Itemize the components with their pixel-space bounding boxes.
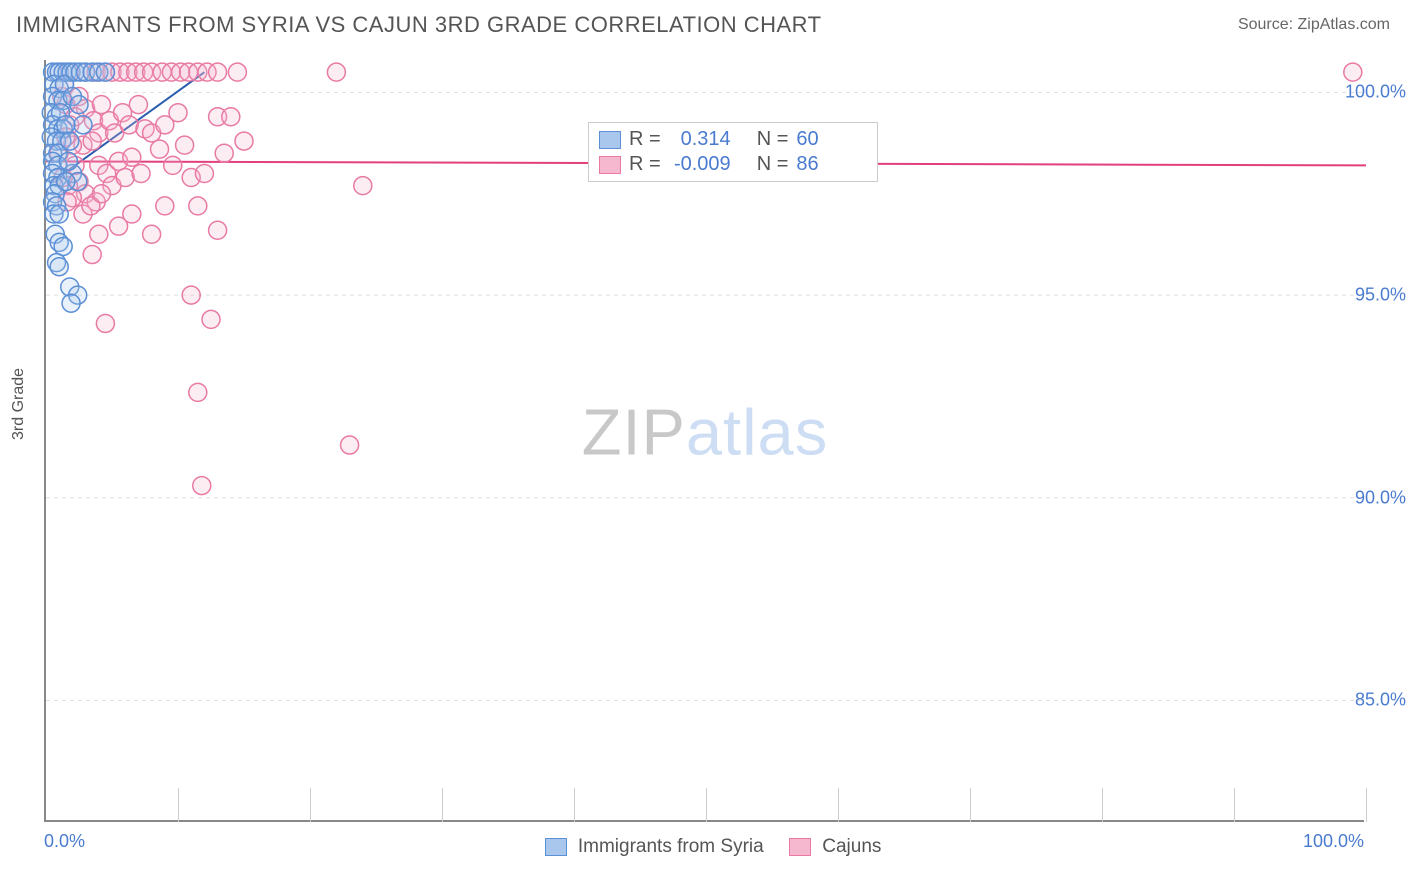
x-tick-mark xyxy=(574,788,575,822)
x-tick-mark xyxy=(178,788,179,822)
r-value-2: -0.009 xyxy=(669,153,731,176)
y-tick-label: 85.0% xyxy=(1355,690,1406,711)
n-label-1: N = xyxy=(757,128,789,151)
chart-title: IMMIGRANTS FROM SYRIA VS CAJUN 3RD GRADE… xyxy=(16,12,822,38)
x-tick-mark xyxy=(442,788,443,822)
y-tick-label: 95.0% xyxy=(1355,285,1406,306)
legend-swatch-1 xyxy=(545,838,567,856)
n-value-1: 60 xyxy=(796,128,818,151)
n-label-2: N = xyxy=(757,153,789,176)
x-tick-mark xyxy=(1102,788,1103,822)
x-tick-mark xyxy=(838,788,839,822)
legend-label-2: Cajuns xyxy=(822,836,881,857)
x-tick-mark xyxy=(310,788,311,822)
r-value-1: 0.314 xyxy=(669,128,731,151)
x-tick-mark xyxy=(1234,788,1235,822)
gridlines xyxy=(46,92,1366,700)
x-tick-mark xyxy=(970,788,971,822)
source-label: Source: xyxy=(1238,16,1293,33)
stats-row-series1: R = 0.314 N = 60 xyxy=(599,127,867,152)
swatch-series1 xyxy=(599,131,621,149)
r-label-1: R = xyxy=(629,128,661,151)
swatch-series2 xyxy=(599,156,621,174)
chart-area: ZIPatlas 100.0%95.0%90.0%85.0% R = 0.314… xyxy=(44,60,1364,822)
legend-label-1: Immigrants from Syria xyxy=(578,836,764,857)
legend-bottom: Immigrants from Syria Cajuns xyxy=(0,836,1406,858)
legend-swatch-2 xyxy=(789,838,811,856)
y-axis-label: 3rd Grade xyxy=(10,368,28,440)
stats-row-series2: R = -0.009 N = 86 xyxy=(599,152,867,177)
n-value-2: 86 xyxy=(796,153,818,176)
y-tick-label: 100.0% xyxy=(1345,82,1406,103)
chart-header: IMMIGRANTS FROM SYRIA VS CAJUN 3RD GRADE… xyxy=(0,0,1406,46)
x-tick-mark xyxy=(1366,788,1367,822)
x-tick-mark xyxy=(706,788,707,822)
y-tick-label: 90.0% xyxy=(1355,487,1406,508)
r-label-2: R = xyxy=(629,153,661,176)
stats-legend-box: R = 0.314 N = 60 R = -0.009 N = 86 xyxy=(588,122,878,182)
chart-source: Source: ZipAtlas.com xyxy=(1238,16,1390,34)
source-link[interactable]: ZipAtlas.com xyxy=(1298,16,1390,33)
